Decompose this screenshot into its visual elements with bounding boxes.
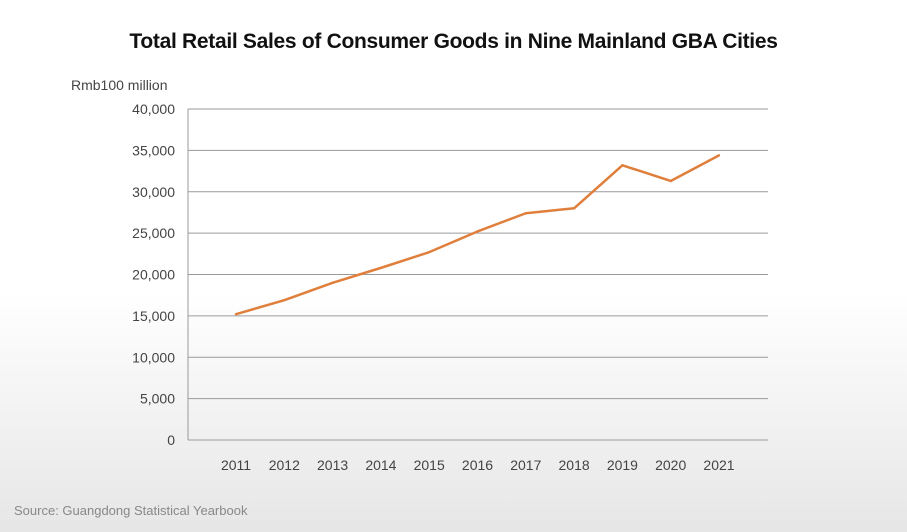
- data-point: [669, 179, 672, 183]
- y-tick-label: 20,000: [132, 267, 175, 283]
- data-point: [234, 313, 238, 316]
- data-point: [476, 230, 479, 233]
- y-tick-label: 0: [167, 432, 175, 448]
- y-tick-label: 30,000: [132, 184, 175, 200]
- y-tick-label: 15,000: [132, 308, 175, 324]
- x-tick-label: 2016: [462, 457, 493, 473]
- source-note: Source: Guangdong Statistical Yearbook: [14, 503, 248, 518]
- chart-title: Total Retail Sales of Consumer Goods in …: [129, 30, 778, 53]
- data-point: [717, 154, 721, 157]
- data-point: [283, 298, 286, 302]
- data-point: [331, 281, 334, 284]
- y-tick-label: 25,000: [132, 225, 175, 241]
- x-tick-label: 2014: [365, 457, 396, 473]
- x-tick-label: 2021: [703, 457, 734, 473]
- x-tick-label: 2019: [607, 457, 638, 473]
- data-line: [235, 154, 720, 316]
- data-point: [524, 212, 527, 215]
- y-tick-label: 10,000: [132, 349, 175, 365]
- y-tick-label: 5,000: [140, 391, 175, 407]
- x-tick-label: 2012: [269, 457, 300, 473]
- x-tick-label: 2015: [414, 457, 445, 473]
- x-tick-label: 2017: [510, 457, 541, 473]
- data-point: [379, 266, 383, 270]
- data-point: [621, 164, 624, 167]
- x-tick-label: 2011: [221, 457, 251, 473]
- y-axis-unit: Rmb100 million: [71, 77, 168, 93]
- data-point: [428, 250, 431, 254]
- x-tick-label: 2018: [559, 457, 590, 473]
- y-tick-label: 40,000: [132, 101, 175, 117]
- y-tick-label: 35,000: [132, 142, 175, 158]
- x-tick-label: 2013: [317, 457, 348, 473]
- x-tick-label: 2020: [655, 457, 686, 473]
- data-point: [572, 207, 576, 210]
